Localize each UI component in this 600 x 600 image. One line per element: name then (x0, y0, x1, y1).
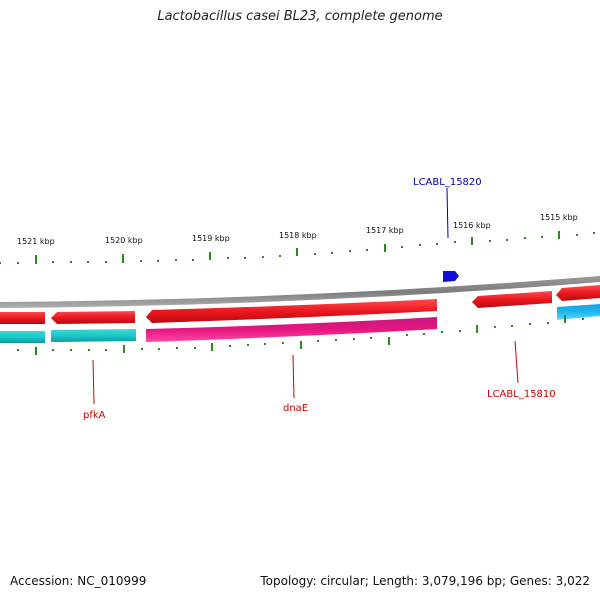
gene-label-lcabl-15810[interactable]: LCABL_15810 (487, 389, 556, 400)
ruler-label-1515: 1515 kbp (540, 213, 578, 222)
ruler-label-1521: 1521 kbp (17, 237, 55, 246)
genome-summary-text: Topology: circular; Length: 3,079,196 bp… (260, 574, 590, 588)
ruler-label-1519: 1519 kbp (192, 234, 230, 243)
genome-backbone (0, 276, 600, 308)
ruler-label-1516: 1516 kbp (453, 221, 491, 230)
ruler-label-1520: 1520 kbp (105, 236, 143, 245)
gene-light-blue-right[interactable] (557, 304, 600, 320)
gene-cyan-left-edge[interactable] (0, 331, 45, 343)
ruler-label-1517: 1517 kbp (366, 226, 404, 235)
gene-red-right-edge[interactable] (556, 285, 600, 301)
leader-line-lcabl-15820 (446, 187, 449, 239)
accession-text: Accession: NC_010999 (10, 574, 147, 588)
gene-dnae-red[interactable] (146, 299, 437, 323)
map-title: Lactobacillus casei BL23, complete genom… (157, 9, 443, 24)
gene-pfka-cyan[interactable] (51, 329, 136, 342)
gene-label-lcabl-15820[interactable]: LCABL_15820 (413, 177, 482, 188)
gene-label-pfka[interactable]: pfkA (83, 410, 106, 421)
leader-line-pfka (92, 359, 95, 405)
gene-lcabl-15820[interactable] (443, 271, 459, 282)
gene-dnae-magenta[interactable] (146, 317, 437, 342)
leader-line-dnae (292, 354, 295, 399)
leader-line-lcabl-15810 (514, 340, 519, 384)
ruler-upper (0, 231, 595, 264)
gene-pfka-red[interactable] (51, 311, 135, 324)
ruler-label-1518: 1518 kbp (279, 231, 317, 240)
ruler-lower (17, 315, 584, 355)
gene-lcabl-15810-red[interactable] (472, 291, 552, 308)
gene-label-dnae[interactable]: dnaE (283, 403, 308, 414)
gene-red-left-edge[interactable] (0, 312, 45, 324)
